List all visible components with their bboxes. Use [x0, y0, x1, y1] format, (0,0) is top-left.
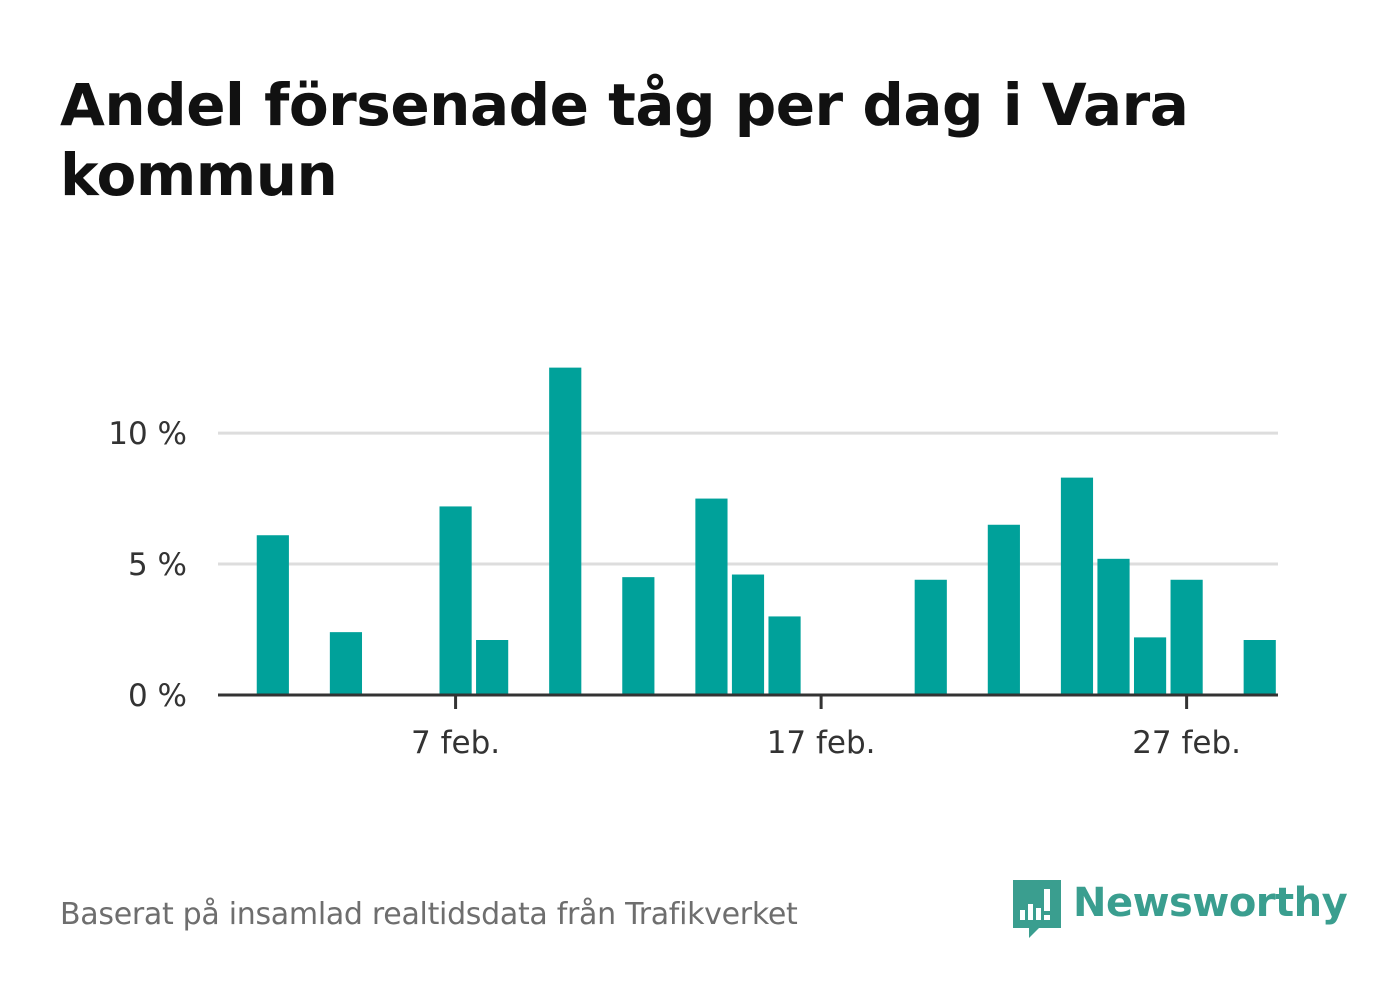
bars: [256, 367, 1276, 695]
newsworthy-logo[interactable]: Newsworthy: [1011, 878, 1348, 940]
bar: [1060, 477, 1094, 695]
bar: [329, 632, 363, 695]
bar: [622, 577, 655, 695]
bar: [987, 524, 1020, 695]
y-tick-label: 0 %: [128, 678, 187, 714]
source-note: Baserat på insamlad realtidsdata från Tr…: [60, 897, 798, 932]
bar: [695, 498, 728, 695]
bar: [549, 367, 582, 695]
bar: [1097, 558, 1130, 695]
page-title: Andel försenade tåg per dag i Vara kommu…: [60, 71, 1189, 209]
bar: [1243, 640, 1276, 695]
x-ticks: 7 feb. 17 feb. 27 feb.: [411, 695, 1241, 761]
x-tick-label: 17 feb.: [767, 725, 876, 761]
bar: [1133, 637, 1167, 695]
bar: [476, 640, 509, 695]
logo-text: Newsworthy: [1073, 880, 1348, 926]
bar: [1170, 579, 1203, 695]
y-tick-label: 10 %: [108, 416, 187, 452]
y-tick-label: 5 %: [128, 547, 187, 583]
x-tick-label: 7 feb.: [411, 725, 500, 761]
x-tick-label: 27 feb.: [1132, 725, 1241, 761]
bar: [439, 506, 472, 695]
bar-chart: 7 feb. 17 feb. 27 feb. 0 % 5 % 10 %: [108, 367, 1278, 761]
newsworthy-chart-bubble-icon: [1013, 880, 1061, 938]
bar: [914, 579, 947, 695]
bar: [256, 535, 289, 695]
bar: [731, 574, 765, 695]
grid-lines: [218, 431, 1278, 566]
bar: [768, 616, 801, 695]
y-ticks: 0 % 5 % 10 %: [108, 416, 187, 714]
